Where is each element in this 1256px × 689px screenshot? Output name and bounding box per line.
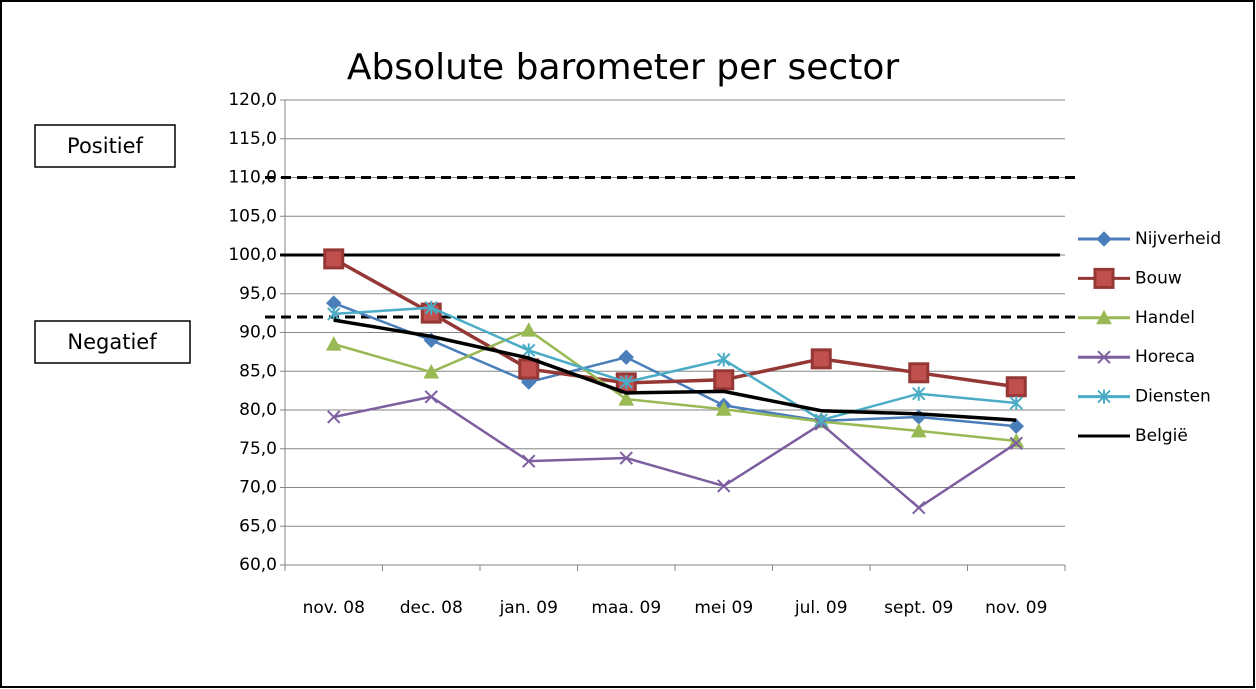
x-tick-label: mei 09	[694, 598, 753, 618]
legend-label: België	[1135, 426, 1188, 446]
marker	[619, 451, 633, 465]
marker	[424, 390, 438, 404]
marker	[715, 401, 732, 416]
annotation-box	[34, 124, 176, 168]
y-tick-label: 70,0	[239, 478, 277, 498]
marker	[520, 322, 537, 337]
marker	[908, 362, 930, 384]
marker	[327, 410, 341, 424]
x-tick-label: jan. 09	[499, 598, 558, 618]
y-tick-label: 60,0	[239, 555, 277, 575]
marker	[323, 248, 345, 270]
y-tick-label: 115,0	[228, 129, 277, 149]
marker	[325, 336, 342, 351]
series-line	[332, 257, 1017, 389]
marker	[910, 422, 927, 438]
y-tick-label: 75,0	[239, 439, 277, 459]
y-tick-label: 105,0	[228, 206, 277, 226]
marker	[1093, 267, 1115, 289]
x-tick-label: dec. 08	[400, 598, 463, 618]
marker	[717, 479, 731, 493]
legend-label: Bouw	[1135, 268, 1182, 288]
y-tick-label: 90,0	[239, 323, 277, 343]
chart-title: Absolute barometer per sector	[347, 47, 900, 88]
y-tick-label: 85,0	[239, 361, 277, 381]
x-tick-label: jul. 09	[794, 598, 848, 618]
y-tick-label: 65,0	[239, 516, 277, 536]
marker	[912, 386, 926, 401]
legend-label: Nijverheid	[1135, 229, 1221, 249]
series-line	[333, 306, 1017, 422]
x-tick-label: nov. 08	[303, 598, 365, 618]
marker	[1096, 231, 1112, 247]
series-line	[333, 318, 1017, 422]
marker	[327, 306, 341, 321]
annotation: Negatief	[67, 330, 157, 354]
marker	[1009, 436, 1023, 451]
annotation: Positief	[67, 134, 144, 158]
y-tick-label: 80,0	[239, 400, 277, 420]
y-tick-label: 100,0	[228, 245, 277, 265]
series-line	[333, 395, 1017, 510]
x-tick-label: nov. 09	[985, 598, 1047, 618]
x-tick-label: maa. 09	[591, 598, 661, 618]
y-tick-label: 120,0	[228, 90, 277, 110]
marker	[717, 352, 731, 367]
marker	[518, 358, 540, 380]
marker	[912, 500, 926, 515]
marker	[1097, 350, 1111, 364]
marker	[814, 413, 828, 428]
y-tick-label: 95,0	[239, 284, 277, 304]
y-tick-label: 110,0	[228, 168, 277, 188]
annotation-box	[34, 320, 191, 364]
marker	[522, 454, 536, 468]
marker	[713, 369, 735, 391]
marker	[810, 348, 832, 370]
x-tick-label: sept. 09	[884, 598, 953, 618]
marker	[423, 363, 440, 379]
legend-label: Diensten	[1135, 387, 1211, 407]
marker	[522, 343, 536, 358]
series-line	[333, 328, 1017, 443]
marker	[1096, 309, 1112, 325]
marker	[618, 391, 635, 406]
marker	[1005, 376, 1027, 398]
marker	[619, 375, 633, 390]
marker	[1097, 389, 1111, 404]
marker	[424, 300, 438, 315]
marker	[1009, 396, 1023, 411]
marker	[618, 349, 634, 366]
legend-label: Handel	[1135, 308, 1195, 328]
legend-label: Horeca	[1135, 347, 1195, 367]
